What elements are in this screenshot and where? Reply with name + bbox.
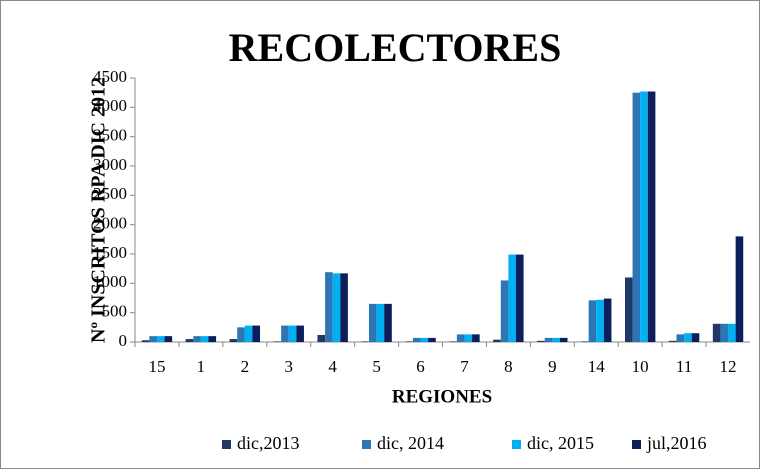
bar bbox=[500, 280, 509, 342]
bar bbox=[229, 339, 238, 342]
y-tick-label: 4500 bbox=[93, 67, 127, 86]
x-tick-label: 7 bbox=[460, 357, 469, 376]
bar bbox=[244, 325, 253, 342]
bar bbox=[369, 303, 377, 342]
bar bbox=[449, 341, 457, 342]
bar bbox=[493, 339, 501, 342]
bar bbox=[712, 323, 721, 342]
bar bbox=[544, 337, 553, 342]
y-tick-label: 1000 bbox=[93, 272, 127, 291]
bar bbox=[632, 92, 641, 343]
bar bbox=[537, 340, 545, 342]
x-tick-label: 12 bbox=[720, 357, 737, 376]
bar bbox=[676, 334, 685, 342]
bar bbox=[603, 298, 612, 342]
bar bbox=[420, 337, 429, 342]
x-tick-label: 2 bbox=[241, 357, 250, 376]
bar bbox=[428, 337, 436, 342]
bar bbox=[332, 273, 341, 342]
bar bbox=[508, 254, 516, 342]
bar bbox=[208, 336, 217, 342]
x-tick-label: 3 bbox=[285, 357, 294, 376]
legend-swatch bbox=[512, 440, 521, 449]
legend-label: dic,2013 bbox=[237, 433, 300, 453]
bar bbox=[691, 333, 700, 342]
bar bbox=[668, 340, 677, 342]
y-tick-label: 2000 bbox=[93, 214, 127, 233]
y-tick-label: 500 bbox=[102, 302, 128, 321]
bar bbox=[559, 337, 568, 342]
x-tick-label: 8 bbox=[504, 357, 513, 376]
y-tick-label: 3500 bbox=[93, 126, 127, 145]
legend-swatch bbox=[632, 440, 641, 449]
bar bbox=[405, 341, 413, 342]
bar bbox=[376, 303, 385, 342]
chart-title: RECOLECTORES bbox=[229, 25, 562, 70]
bar bbox=[325, 272, 333, 342]
bar bbox=[288, 325, 297, 342]
bar bbox=[141, 340, 150, 342]
bar bbox=[281, 325, 289, 342]
bar bbox=[720, 323, 729, 342]
legend-label: jul,2016 bbox=[646, 433, 707, 453]
bar bbox=[735, 236, 744, 342]
bar bbox=[581, 341, 589, 342]
bar bbox=[464, 334, 473, 342]
x-tick-label: 4 bbox=[328, 357, 337, 376]
y-tick-label: 0 bbox=[119, 331, 128, 350]
x-tick-label: 9 bbox=[548, 357, 557, 376]
bar bbox=[296, 325, 304, 342]
y-tick-label: 3000 bbox=[93, 155, 127, 174]
bar bbox=[317, 334, 326, 342]
x-tick-label: 10 bbox=[632, 357, 649, 376]
bar bbox=[185, 339, 194, 342]
bar bbox=[596, 299, 604, 342]
x-tick-label: 14 bbox=[588, 357, 606, 376]
bar bbox=[624, 277, 633, 342]
bar bbox=[273, 341, 282, 342]
bar bbox=[588, 300, 597, 342]
bar bbox=[684, 333, 692, 342]
bar bbox=[728, 323, 736, 342]
bar bbox=[412, 337, 421, 342]
x-tick-label: 5 bbox=[372, 357, 381, 376]
y-tick-label: 1500 bbox=[93, 243, 127, 262]
bar bbox=[237, 327, 245, 342]
bar bbox=[640, 91, 648, 342]
y-tick-label: 4000 bbox=[93, 96, 127, 115]
y-axis-label: Nº INSCRITOS RPA DIC 2012 bbox=[88, 77, 110, 343]
x-tick-label: 1 bbox=[197, 357, 206, 376]
bar bbox=[156, 336, 165, 342]
bar bbox=[252, 325, 261, 342]
legend-label: dic, 2014 bbox=[377, 433, 444, 453]
bar bbox=[200, 336, 209, 342]
x-tick-label: 11 bbox=[676, 357, 692, 376]
bar bbox=[647, 91, 656, 342]
x-tick-label: 6 bbox=[416, 357, 425, 376]
bar bbox=[164, 336, 173, 342]
legend-label: dic, 2015 bbox=[527, 433, 594, 453]
bar bbox=[361, 341, 370, 342]
bar bbox=[193, 336, 201, 342]
x-axis-label: REGIONES bbox=[392, 386, 492, 407]
y-tick-label: 2500 bbox=[93, 184, 127, 203]
legend-swatch bbox=[362, 440, 371, 449]
bar bbox=[552, 337, 560, 342]
bar bbox=[340, 273, 348, 342]
bar bbox=[456, 334, 465, 342]
legend-swatch bbox=[222, 440, 231, 449]
bar bbox=[515, 254, 524, 342]
x-tick-label: 15 bbox=[148, 357, 165, 376]
bar bbox=[384, 303, 392, 342]
bar bbox=[149, 336, 157, 342]
bar bbox=[472, 334, 480, 342]
